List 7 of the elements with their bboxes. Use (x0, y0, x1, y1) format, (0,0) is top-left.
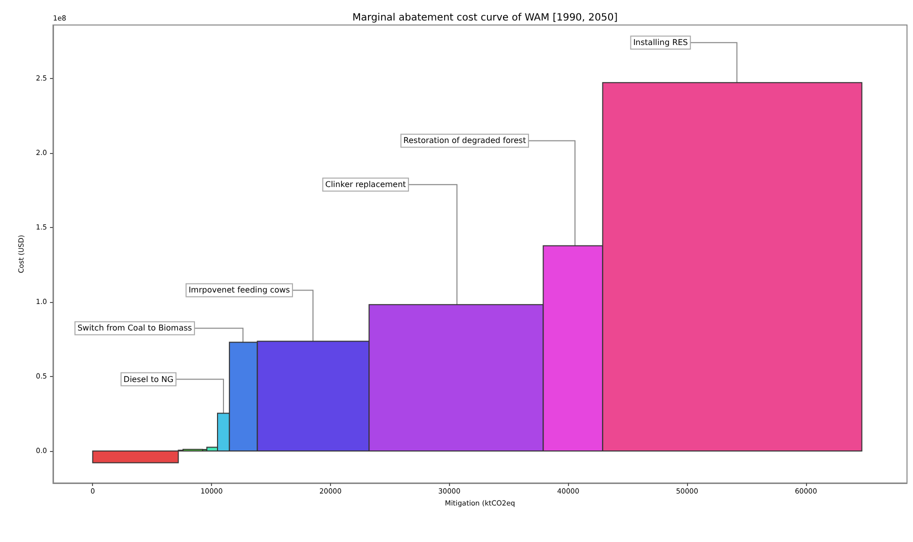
annotation: Diesel to NG (124, 374, 174, 384)
annotation: Installing RES (633, 38, 688, 48)
annotation: Clinker replacement (325, 180, 406, 190)
annotation: Restoration of degraded forest (403, 136, 526, 146)
annotation: Imrpovenet feeding cows (188, 286, 290, 295)
chart-title: Marginal abatement cost curve of WAM [1990, 2050] (352, 12, 618, 24)
annotation: Switch from Coal to Biomass (77, 324, 192, 333)
